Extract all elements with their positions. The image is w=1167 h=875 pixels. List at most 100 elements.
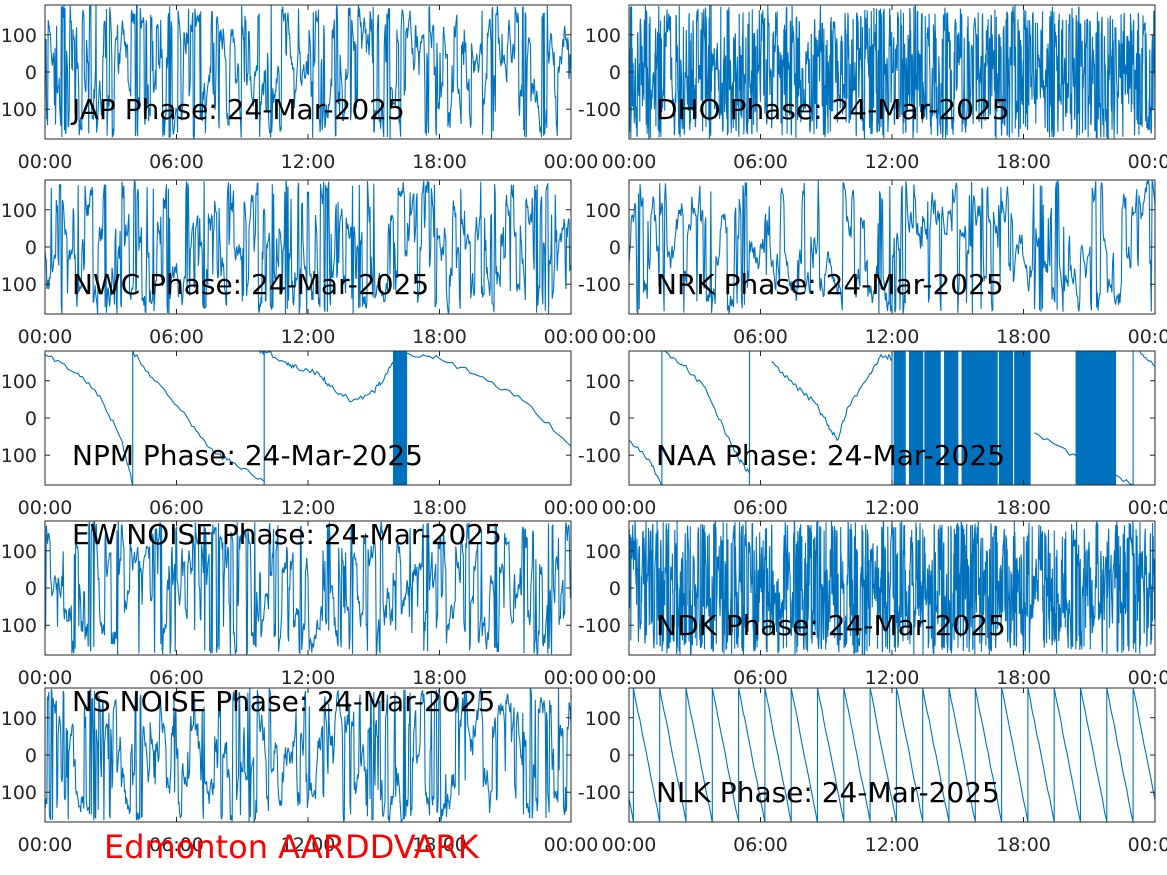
plot-area	[45, 351, 571, 485]
x-tick-label: 00:00	[544, 667, 599, 689]
series-line	[45, 688, 571, 822]
series-line	[45, 180, 571, 314]
x-tick-label: 00:00	[1128, 497, 1167, 519]
station-label: Edmonton AARDDVARK	[104, 828, 479, 866]
x-tick-label: 06:00	[149, 667, 204, 689]
y-tick-label: -100	[578, 782, 621, 804]
x-tick-label: 06:00	[733, 667, 788, 689]
y-tick-label: -100	[0, 274, 37, 296]
y-tick-label: 100	[1, 708, 37, 730]
x-tick-label: 00:00	[1128, 834, 1167, 856]
panel-title: NLK Phase: 24-Mar-2025	[656, 776, 1000, 809]
y-tick-label: 100	[1, 200, 37, 222]
x-tick-label: 00:00	[18, 326, 73, 348]
x-tick-label: 18:00	[412, 326, 467, 348]
plot-area	[45, 5, 571, 139]
x-tick-label: 00:00	[1128, 151, 1167, 173]
series-line	[629, 688, 1155, 822]
plot-area	[629, 180, 1155, 314]
subplot-9: 100 0 -100 00:00 06:00 12:00 18:00 00:00 NLK Pha…	[578, 687, 1167, 856]
y-tick-label: 100	[585, 708, 621, 730]
x-tick-label: 00:00	[602, 326, 657, 348]
x-tick-label: 00:00	[602, 667, 657, 689]
y-tick-label: -100	[0, 615, 37, 637]
y-tick-label: -100	[578, 445, 621, 467]
y-tick-label: 0	[25, 237, 37, 259]
y-tick-label: 0	[609, 578, 621, 600]
subplot-4: 100 0 -100 00:00 06:00 12:00 18:00 00:00 NPM Pha…	[0, 350, 598, 519]
y-tick-label: 0	[609, 237, 621, 259]
y-tick-label: -100	[578, 274, 621, 296]
panel-title: EW NOISE Phase: 24-Mar-2025	[72, 518, 502, 551]
series-line	[629, 5, 1155, 139]
x-tick-label: 00:00	[602, 834, 657, 856]
panel-title: NDK Phase: 24-Mar-2025	[656, 609, 1006, 642]
panel-title: JAP Phase: 24-Mar-2025	[70, 93, 405, 126]
x-tick-label: 12:00	[281, 497, 336, 519]
x-tick-label: 06:00	[733, 497, 788, 519]
y-tick-label: 0	[25, 578, 37, 600]
y-tick-label: 100	[585, 25, 621, 47]
subplot-5: 100 0 -100 00:00 06:00 12:00 18:00 00:00 NAA Pha…	[578, 350, 1167, 519]
x-tick-label: 18:00	[996, 497, 1051, 519]
x-tick-label: 06:00	[149, 497, 204, 519]
x-tick-label: 12:00	[865, 497, 920, 519]
x-tick-label: 18:00	[412, 834, 467, 856]
series-line	[629, 351, 1155, 485]
x-tick-label: 00:00	[18, 667, 73, 689]
y-tick-label: -100	[0, 445, 37, 467]
x-tick-label: 18:00	[996, 326, 1051, 348]
panel-title: NWC Phase: 24-Mar-2025	[72, 268, 429, 301]
series-line	[45, 5, 571, 139]
y-tick-label: 0	[609, 62, 621, 84]
x-tick-label: 06:00	[733, 834, 788, 856]
y-tick-label: 100	[585, 371, 621, 393]
y-tick-label: 0	[609, 745, 621, 767]
y-tick-label: 100	[585, 200, 621, 222]
x-tick-label: 12:00	[865, 667, 920, 689]
panel-title: DHO Phase: 24-Mar-2025	[656, 93, 1010, 126]
x-tick-label: 06:00	[733, 151, 788, 173]
x-tick-label: 00:00	[602, 151, 657, 173]
x-tick-label: 00:00	[1128, 326, 1167, 348]
x-tick-label: 12:00	[281, 667, 336, 689]
subplot-1: 100 0 -100 00:00 06:00 12:00 18:00 00:00 DHO Pha…	[578, 4, 1167, 173]
y-tick-label: 0	[25, 745, 37, 767]
x-tick-label: 00:00	[544, 326, 599, 348]
y-tick-label: -100	[0, 782, 37, 804]
subplot-6: 100 0 -100 00:00 06:00 12:00 18:00 00:00 EW NOIS…	[0, 518, 598, 689]
subplot-2: 100 0 -100 00:00 06:00 12:00 18:00 00:00 NWC Pha…	[0, 179, 599, 348]
x-tick-label: 06:00	[733, 326, 788, 348]
x-tick-label: 18:00	[412, 497, 467, 519]
x-tick-label: 12:00	[865, 151, 920, 173]
x-tick-label: 12:00	[865, 834, 920, 856]
y-tick-label: 0	[609, 408, 621, 430]
x-tick-label: 12:00	[281, 151, 336, 173]
x-tick-label: 00:00	[544, 151, 599, 173]
plot-area	[629, 688, 1155, 822]
x-tick-label: 00:00	[18, 497, 73, 519]
panel-title: NRK Phase: 24-Mar-2025	[656, 268, 1004, 301]
series-line	[45, 351, 571, 485]
x-tick-label: 18:00	[996, 667, 1051, 689]
y-tick-label: 100	[1, 541, 37, 563]
x-tick-label: 12:00	[281, 326, 336, 348]
plot-area	[629, 5, 1155, 139]
panel-title: NPM Phase: 24-Mar-2025	[72, 439, 423, 472]
x-tick-label: 18:00	[412, 151, 467, 173]
y-tick-label: 0	[25, 62, 37, 84]
x-tick-label: 00:00	[1128, 667, 1167, 689]
x-tick-label: 00:00	[18, 834, 73, 856]
series-line	[45, 521, 571, 655]
x-tick-label: 00:00	[18, 151, 73, 173]
subplot-7: 100 0 -100 00:00 06:00 12:00 18:00 00:00 NDK Pha…	[578, 520, 1167, 689]
plot-area	[45, 688, 571, 822]
plot-area	[629, 351, 1155, 485]
subplot-8: 100 0 -100 00:00 06:00 12:00 18:00 00:00 NS NOIS…	[0, 685, 598, 856]
x-tick-label: 12:00	[865, 326, 920, 348]
subplot-0: 100 0 -100 00:00 06:00 12:00 18:00 00:00 JAP Pha…	[0, 4, 599, 173]
plot-area	[45, 521, 571, 655]
series-line	[629, 180, 1155, 314]
panel-title: NS NOISE Phase: 24-Mar-2025	[72, 685, 495, 718]
